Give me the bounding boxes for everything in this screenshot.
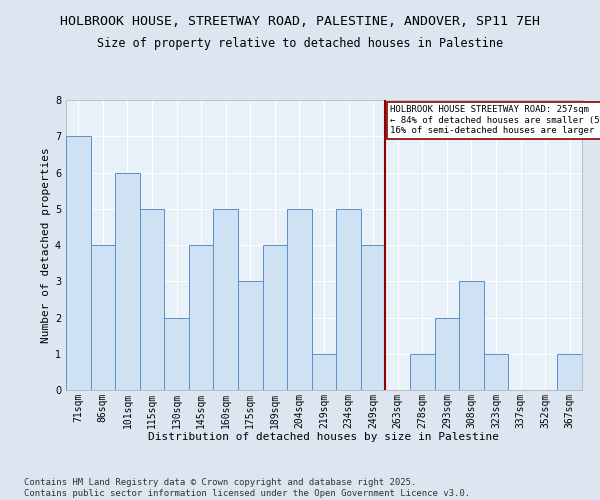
Bar xyxy=(484,354,508,390)
Bar xyxy=(91,245,115,390)
Bar xyxy=(140,209,164,390)
Bar xyxy=(459,281,484,390)
Bar xyxy=(164,318,189,390)
Text: HOLBROOK HOUSE STREETWAY ROAD: 257sqm
← 84% of detached houses are smaller (52)
: HOLBROOK HOUSE STREETWAY ROAD: 257sqm ← … xyxy=(391,106,600,135)
Bar xyxy=(189,245,214,390)
Text: Contains HM Land Registry data © Crown copyright and database right 2025.
Contai: Contains HM Land Registry data © Crown c… xyxy=(24,478,470,498)
Bar xyxy=(434,318,459,390)
Bar xyxy=(312,354,336,390)
Bar xyxy=(336,209,361,390)
Y-axis label: Number of detached properties: Number of detached properties xyxy=(41,147,51,343)
Bar xyxy=(287,209,312,390)
Bar xyxy=(115,172,140,390)
Bar xyxy=(263,245,287,390)
Bar xyxy=(557,354,582,390)
X-axis label: Distribution of detached houses by size in Palestine: Distribution of detached houses by size … xyxy=(149,432,499,442)
Bar xyxy=(361,245,385,390)
Bar xyxy=(410,354,434,390)
Text: HOLBROOK HOUSE, STREETWAY ROAD, PALESTINE, ANDOVER, SP11 7EH: HOLBROOK HOUSE, STREETWAY ROAD, PALESTIN… xyxy=(60,15,540,28)
Bar xyxy=(66,136,91,390)
Bar xyxy=(214,209,238,390)
Text: Size of property relative to detached houses in Palestine: Size of property relative to detached ho… xyxy=(97,38,503,51)
Bar xyxy=(238,281,263,390)
